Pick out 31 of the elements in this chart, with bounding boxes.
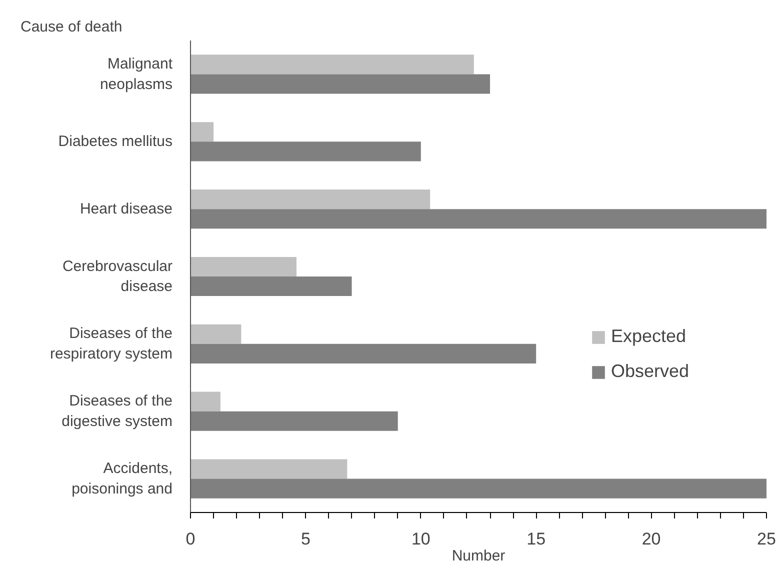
bar [190, 74, 490, 94]
x-axis-title: Number [452, 548, 506, 564]
y-tick-label: Cerebrovascular disease [62, 258, 173, 296]
legend-label: Observed [611, 361, 690, 382]
bar [190, 324, 242, 344]
legend-label: Expected [611, 326, 686, 347]
x-tick-label: 25 [757, 530, 776, 548]
y-tick-label: Malignant neoplasms [100, 56, 174, 93]
x-tick-label: 5 [300, 530, 310, 548]
bar [190, 209, 766, 229]
bar [190, 344, 536, 364]
x-tick-label: 10 [411, 530, 430, 548]
bar [190, 142, 421, 162]
y-tick-label: Heart disease [80, 200, 173, 218]
bar [190, 190, 430, 210]
bar [190, 392, 220, 412]
bar [190, 459, 348, 479]
y-tick-label: Diseases of the respiratory system [50, 325, 173, 363]
bar [190, 122, 214, 142]
x-tick-label: 20 [642, 530, 661, 548]
y-axis-title: Cause of death [20, 18, 122, 36]
bar [190, 276, 352, 296]
bar [190, 256, 296, 276]
bar [190, 411, 398, 431]
y-tick-label: Diseases of the digestive system [62, 392, 172, 430]
y-tick-label: Accidents, poisonings and [72, 460, 173, 498]
bar [190, 478, 766, 498]
x-tick-label: 0 [186, 530, 196, 548]
y-tick-label: Diabetes mellitus [58, 133, 173, 150]
bar [190, 54, 474, 74]
x-tick-label: 15 [526, 530, 546, 548]
